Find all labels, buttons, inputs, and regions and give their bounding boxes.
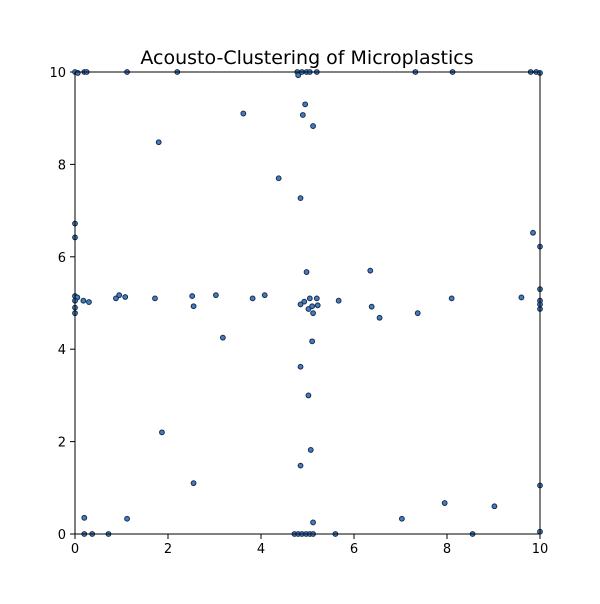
scatter-point	[297, 363, 304, 370]
x-tick-label: 8	[443, 542, 451, 557]
scatter-point	[335, 297, 342, 304]
x-tick-label: 6	[350, 542, 358, 557]
scatter-point	[240, 110, 247, 117]
scatter-point	[190, 303, 197, 310]
scatter-point	[80, 297, 87, 304]
x-tick-label: 2	[164, 542, 172, 557]
scatter-point	[297, 301, 304, 308]
scatter-point	[249, 295, 256, 302]
scatter-point	[314, 302, 321, 309]
scatter-point	[124, 515, 130, 522]
scatter-point	[299, 112, 306, 118]
scatter-point	[310, 519, 316, 526]
scatter-point	[190, 480, 197, 487]
scatter-point	[122, 294, 129, 300]
scatter-point	[368, 303, 375, 310]
scatter-point	[491, 503, 498, 510]
scatter-point	[307, 447, 314, 453]
scatter-point	[310, 310, 316, 317]
y-tick-label: 8	[58, 158, 66, 173]
axis-ticks: 0 2 4 6 8 10 0 2 4 6 8 10	[49, 66, 548, 557]
y-tick-label: 4	[58, 343, 66, 358]
scatter-point	[261, 292, 268, 299]
scatter-point	[303, 269, 310, 275]
y-tick-label: 0	[58, 528, 66, 543]
scatter-point	[155, 139, 162, 146]
x-tick-label: 0	[71, 542, 79, 557]
scatter-point	[309, 338, 316, 345]
scatter-point	[189, 293, 196, 299]
scatter-point	[305, 306, 312, 312]
scatter-point	[219, 334, 226, 341]
scatter-point	[309, 303, 316, 310]
scatter-point	[398, 515, 405, 522]
y-tick-label: 6	[58, 251, 66, 266]
scatter-point	[376, 314, 383, 321]
scatter-point	[313, 295, 320, 302]
scatter-point	[367, 267, 374, 274]
x-tick-label: 10	[532, 542, 549, 557]
plot-area-frame	[74, 71, 541, 535]
scatter-point	[159, 429, 165, 436]
scatter-point	[86, 299, 92, 305]
scatter-point	[518, 294, 525, 301]
scatter-point	[302, 101, 309, 108]
scatter-point	[212, 292, 219, 299]
scatter-point	[530, 229, 536, 236]
y-tick-label: 10	[49, 66, 66, 81]
scatter-point	[306, 295, 313, 302]
scatter-point	[152, 295, 158, 302]
y-tick-label: 2	[58, 436, 66, 451]
x-tick-label: 4	[257, 542, 265, 557]
scatter-point	[275, 175, 282, 182]
scatter-point	[116, 292, 123, 299]
scatter-point	[414, 310, 421, 317]
scatter-point	[301, 298, 308, 305]
scatter-point	[297, 195, 304, 202]
scatter-point	[305, 392, 312, 399]
scatter-point	[295, 72, 302, 79]
scatter-point	[448, 295, 455, 302]
scatter-point	[74, 70, 81, 76]
scatter-point	[310, 123, 316, 129]
scatter-point	[441, 500, 448, 506]
scatter-point	[297, 462, 304, 469]
chart-title: Acousto-Clustering of Microplastics	[140, 47, 473, 69]
scatter-point	[81, 514, 88, 521]
